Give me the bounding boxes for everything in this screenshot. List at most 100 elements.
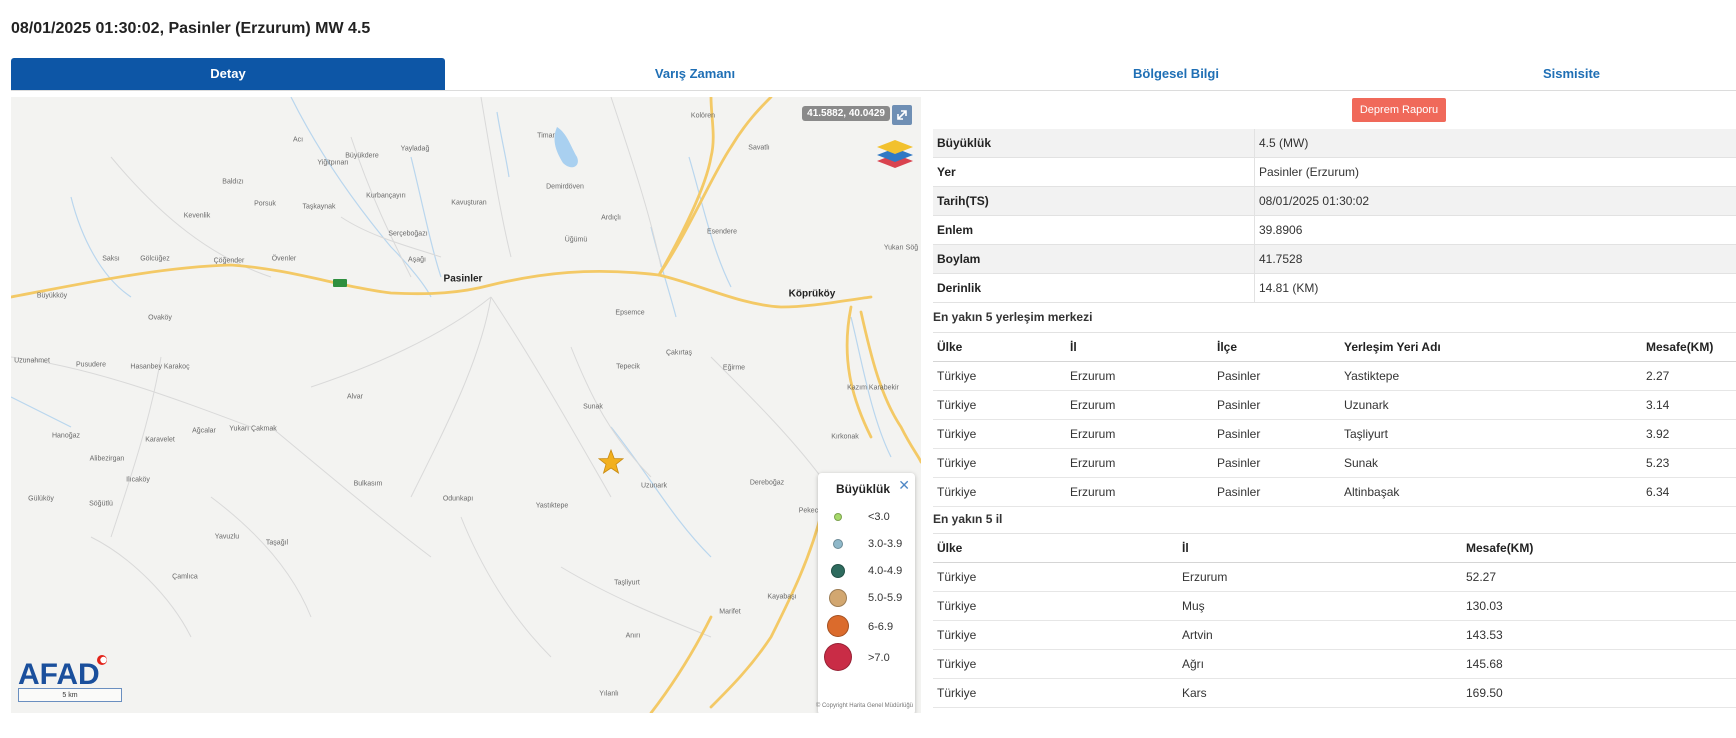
table-cell: 5.23 [1642,448,1736,478]
tab-bar: Detay Varış Zamanı Bölgesel Bilgi Sismis… [11,58,1736,91]
place-label: Çamlıca [172,573,198,581]
place-label: Esendere [707,228,737,236]
column-header: Mesafe(KM) [1462,533,1736,563]
nearest-provinces-title: En yakın 5 il [933,512,1003,526]
table-row: Türkiye Erzurum Pasinler Altinbaşak 6.34 [933,477,1736,507]
column-header: İl [1066,332,1213,362]
place-label: Kolören [690,112,716,120]
place-label: Kavuşturan [451,199,487,207]
table-cell: Pasinler [1213,361,1340,391]
place-label: Alibezirgan [89,455,125,463]
table-cell: Türkiye [933,361,1066,391]
place-label: Ovaköy [148,314,172,322]
place-label: Yukarı Çakmak [229,425,277,433]
tab-bolgesel-bilgi[interactable]: Bölgesel Bilgi [1133,66,1219,81]
place-label: Üğümü [564,236,588,244]
place-label: Serçeboğazı [388,230,428,238]
place-label: Övenler [271,255,297,263]
legend-label: 3.0-3.9 [868,538,903,550]
nearest-settlements-title: En yakın 5 yerleşim merkezi [933,310,1093,324]
table-cell: 145.68 [1462,649,1736,679]
table-cell: Türkiye [933,649,1178,679]
table-row: Türkiye Erzurum Pasinler Sunak 5.23 [933,448,1736,478]
table-cell: Erzurum [1066,419,1213,449]
tab-detay[interactable]: Detay [11,58,445,90]
map-scale-bar: 5 km [18,688,122,702]
place-label: Gülüköy [28,495,54,503]
legend-dot [834,513,842,521]
table-cell: 143.53 [1462,620,1736,650]
detail-key: Enlem [933,215,1255,245]
place-label: Taşağıl [265,539,289,547]
place-label: Gölcüğez [140,255,170,263]
legend-item: 4.0-4.9 [818,557,915,585]
place-label: Kevenlik [183,212,211,220]
detail-row: Enlem 39.8906 [933,215,1736,245]
place-label: Kayabaşı [767,593,797,601]
place-label: Epsemce [615,309,645,317]
table-cell: Erzurum [1178,562,1462,592]
place-label: Ardıçlı [601,214,621,222]
place-label: Ağcalar [192,427,216,435]
table-row: Türkiye Artvin 143.53 [933,620,1736,650]
table-cell: 2.27 [1642,361,1736,391]
map-coordinates: 41.5882, 40.0429 [802,106,890,121]
tab-varis-zamani[interactable]: Varış Zamanı [654,66,736,81]
detail-value: 14.81 (KM) [1254,273,1736,303]
table-row: Türkiye Kars 169.50 [933,678,1736,708]
place-label: Demirdöven [546,183,584,191]
deprem-raporu-button[interactable]: Deprem Raporu [1352,98,1446,122]
legend-dot [831,564,845,578]
legend-label: <3.0 [868,511,890,523]
close-icon[interactable]: ✕ [898,477,910,493]
legend-dot [829,589,847,607]
place-label: Yavuzlu [214,533,240,541]
table-cell: Pasinler [1213,477,1340,507]
table-row: Türkiye Ağrı 145.68 [933,649,1736,679]
detail-value: 39.8906 [1254,215,1736,245]
place-label: Taşliyurt [614,579,640,587]
table-cell: Muş [1178,591,1462,621]
legend-item: <3.0 [818,503,915,531]
place-label: Baldızı [222,178,244,186]
legend-dot [827,615,849,637]
place-label: Pusudere [76,361,106,369]
place-label: Dereboğaz [749,479,785,487]
magnitude-legend: Büyüklük ✕ <3.0 3.0-3.9 4.0-4.9 5.0-5.9 … [818,473,915,713]
table-cell: Pasinler [1213,419,1340,449]
tab-sismisite[interactable]: Sismisite [1542,66,1601,81]
place-label: Söğütlü [89,500,113,508]
place-label: Saksı [102,255,120,263]
detail-key: Büyüklük [933,129,1255,158]
table-cell: Türkiye [933,678,1178,708]
table-cell: Yastiktepe [1340,361,1642,391]
column-header: Mesafe(KM) [1642,332,1736,362]
detail-row: Boylam 41.7528 [933,244,1736,274]
earthquake-map[interactable]: Kolören Timar Savatlı Acı Büyükdere Yayl… [11,97,921,713]
table-cell: 3.92 [1642,419,1736,449]
place-label: Pekecik [798,507,824,515]
afad-logo: AFAD [18,652,108,692]
table-cell: Erzurum [1066,477,1213,507]
place-label: Porsuk [254,200,276,208]
place-label: Eğirme [722,364,746,372]
expand-icon[interactable] [892,105,912,125]
star-icon[interactable] [598,449,624,475]
table-row: Türkiye Muş 130.03 [933,591,1736,621]
table-row: Türkiye Erzurum Pasinler Uzunark 3.14 [933,390,1736,420]
place-label: Tepecik [616,363,640,371]
place-label: Yukarı Söğ [883,244,919,252]
legend-label: 5.0-5.9 [868,592,903,604]
legend-label: >7.0 [868,652,890,664]
place-label: Büyükdere [345,152,379,160]
place-label: Kurbançayırı [366,192,406,200]
legend-item: 3.0-3.9 [818,530,915,558]
column-header: Ülke [933,332,1066,362]
column-header: İl [1178,533,1462,563]
legend-dot [824,643,852,671]
legend-item: 6-6.9 [818,613,915,641]
table-cell: Erzurum [1066,361,1213,391]
layers-icon[interactable] [875,136,915,172]
table-cell: Ağrı [1178,649,1462,679]
town-label-pasinler: Pasinler [443,273,483,285]
